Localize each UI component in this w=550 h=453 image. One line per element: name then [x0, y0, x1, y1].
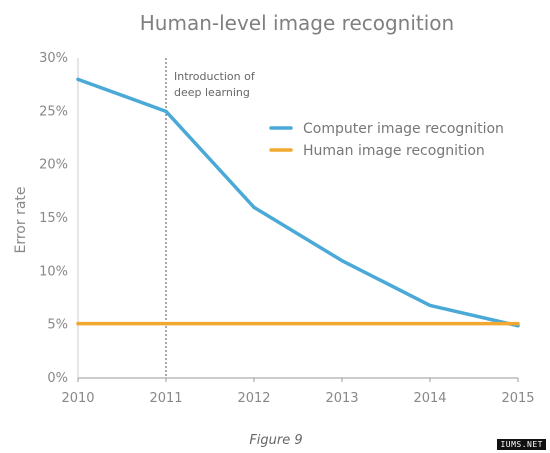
data-point-series-2	[428, 322, 432, 326]
y-tick-label: 20%	[39, 158, 68, 173]
x-tick-label: 2015	[501, 391, 534, 406]
x-tick-label: 2010	[61, 391, 94, 406]
y-tick-label: 30%	[39, 51, 68, 66]
y-tick-label: 10%	[39, 264, 68, 279]
data-point-series-2	[516, 322, 520, 326]
y-tick-label: 15%	[39, 211, 68, 226]
data-point-series-2	[164, 322, 168, 326]
series-line-1	[76, 77, 520, 328]
chart-title: Human-level image recognition	[140, 11, 454, 35]
data-point-series-1	[76, 77, 80, 81]
data-point-series-1	[164, 109, 168, 113]
x-tick-label: 2013	[325, 391, 358, 406]
data-point-series-1	[340, 259, 344, 263]
y-tick-label: 5%	[47, 318, 68, 333]
y-axis-label: Error rate	[13, 186, 29, 253]
x-tick-label: 2011	[149, 391, 182, 406]
data-point-series-2	[340, 322, 344, 326]
annotation-text-line-1: Introduction of	[174, 70, 256, 83]
data-point-series-2	[76, 322, 80, 326]
figure-caption: Figure 9	[249, 433, 302, 448]
data-point-series-2	[252, 322, 256, 326]
data-point-series-1	[252, 205, 256, 209]
x-tick-label: 2014	[413, 391, 446, 406]
data-point-series-1	[428, 303, 432, 308]
y-tick-label: 0%	[47, 371, 68, 386]
legend: Computer image recognition Human image re…	[269, 121, 504, 159]
y-tick-label: 25%	[39, 104, 68, 119]
annotation-text-line-2: deep learning	[174, 86, 250, 99]
watermark: IUMS.NET	[497, 439, 546, 450]
legend-label-1: Computer image recognition	[303, 121, 504, 137]
legend-label-2: Human image recognition	[303, 143, 485, 159]
x-tick-label: 2012	[237, 391, 270, 406]
